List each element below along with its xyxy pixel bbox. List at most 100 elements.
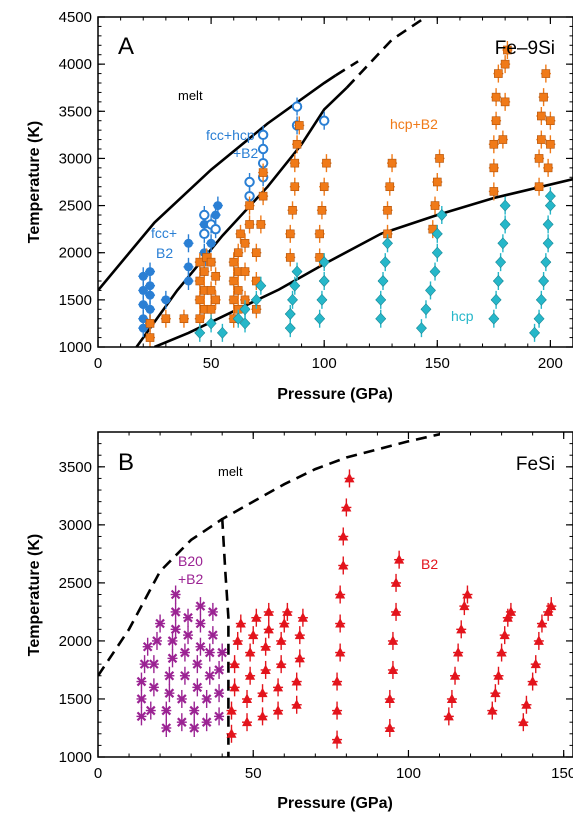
data-point-triangle <box>344 472 355 483</box>
data-point-triangle <box>341 501 352 512</box>
data-point-square <box>206 286 216 295</box>
data-point-square <box>498 135 508 144</box>
data-point-circle <box>138 314 148 324</box>
data-point-diamond <box>375 312 387 325</box>
data-point-square <box>500 59 510 69</box>
data-point-square <box>258 191 268 201</box>
data-point-diamond <box>544 199 556 212</box>
x-axis-label: Pressure (GPa) <box>277 386 393 403</box>
data-point-circle <box>138 285 148 295</box>
data-point-triangle <box>387 635 398 645</box>
data-point-triangle <box>257 687 268 698</box>
x-tick-label: 100 <box>396 765 421 782</box>
data-point-triangle <box>384 693 395 703</box>
data-point-diamond <box>429 265 441 278</box>
data-point-triangle <box>276 658 287 669</box>
data-point-triangle <box>257 710 268 721</box>
data-point-square <box>290 182 300 192</box>
data-point-triangle <box>276 635 287 645</box>
data-point-cross <box>136 676 147 687</box>
data-point-square <box>315 229 324 239</box>
data-point-cross <box>161 705 172 716</box>
region-label-hcp-b2: hcp+B2 <box>390 116 438 132</box>
data-point-square <box>541 69 551 78</box>
data-point-cross <box>164 688 175 698</box>
data-point-open-circle <box>291 101 303 112</box>
data-point-triangle <box>229 658 240 669</box>
data-point-triangle <box>273 681 284 692</box>
data-point-square <box>543 163 553 173</box>
data-point-cross <box>192 682 203 693</box>
data-point-diamond <box>375 293 387 306</box>
region-label-plus-b2: +B2 <box>178 571 204 587</box>
data-point-square <box>503 45 512 55</box>
data-point-diamond <box>318 275 330 287</box>
data-point-diamond <box>250 293 262 306</box>
data-point-square <box>195 295 205 305</box>
data-point-cross <box>177 694 187 704</box>
data-point-diamond <box>431 227 443 240</box>
data-point-triangle <box>496 647 507 657</box>
data-point-diamond <box>377 275 389 287</box>
data-point-diamond <box>379 256 391 269</box>
data-point-cross <box>170 589 181 600</box>
data-point-triangle <box>335 647 346 657</box>
data-point-square <box>500 97 510 107</box>
data-point-diamond <box>492 275 504 287</box>
data-point-square <box>229 295 239 305</box>
melting-curve <box>345 17 427 89</box>
y-tick-label: 3000 <box>59 517 92 534</box>
data-point-triangle <box>456 623 467 634</box>
data-point-circle <box>183 262 193 272</box>
data-point-triangle <box>332 676 343 686</box>
data-point-square <box>295 121 304 130</box>
chart-annotation-title: Fe–9Si <box>495 38 555 59</box>
data-point-diamond <box>284 322 296 335</box>
melting-curve <box>98 433 440 677</box>
data-point-triangle <box>260 641 271 651</box>
data-point-diamond <box>416 322 427 335</box>
data-point-triangle <box>226 728 237 738</box>
data-point-triangle <box>332 734 343 744</box>
data-point-diamond <box>216 326 228 339</box>
data-point-square <box>539 92 548 102</box>
x-tick-label: 50 <box>203 355 220 372</box>
data-point-triangle <box>248 629 259 640</box>
data-point-square <box>252 248 261 258</box>
data-point-square <box>534 182 544 192</box>
x-tick-label: 150 <box>551 765 573 782</box>
region-label-b2: B2 <box>156 245 173 261</box>
data-point-cross <box>152 636 162 646</box>
data-point-diamond <box>194 326 206 339</box>
data-point-cross <box>139 659 150 669</box>
data-point-square <box>292 139 302 149</box>
data-point-diamond <box>495 256 507 269</box>
data-point-triangle <box>279 618 290 628</box>
data-point-triangle <box>493 670 504 680</box>
data-point-circle <box>145 281 155 291</box>
y-tick-label: 2000 <box>59 245 92 262</box>
data-point-cross <box>136 711 147 722</box>
data-point-triangle <box>521 699 532 709</box>
data-point-cross <box>214 688 224 698</box>
y-axis-label: Temperature (K) <box>26 121 43 243</box>
data-point-cross <box>161 723 172 733</box>
data-point-cross <box>167 653 178 664</box>
region-label-melt: melt <box>218 464 243 479</box>
panel-a: 0 50 100 150 200 1000 1500 2000 2500 3000 3500 4000… <box>26 9 573 403</box>
data-point-square <box>245 201 254 210</box>
data-point-diamond <box>529 326 540 339</box>
data-point-square <box>206 304 216 314</box>
data-point-diamond <box>499 218 511 231</box>
chart-annotation-title: FeSi <box>516 454 555 475</box>
data-point-square <box>233 248 243 258</box>
data-point-triangle <box>450 670 461 680</box>
data-point-triangle <box>242 693 253 703</box>
data-point-square <box>387 158 397 168</box>
data-point-square <box>546 116 555 126</box>
data-point-triangle <box>229 681 240 692</box>
data-point-square <box>537 111 546 121</box>
phase-boundary <box>98 74 337 292</box>
data-point-triangle <box>291 699 302 709</box>
